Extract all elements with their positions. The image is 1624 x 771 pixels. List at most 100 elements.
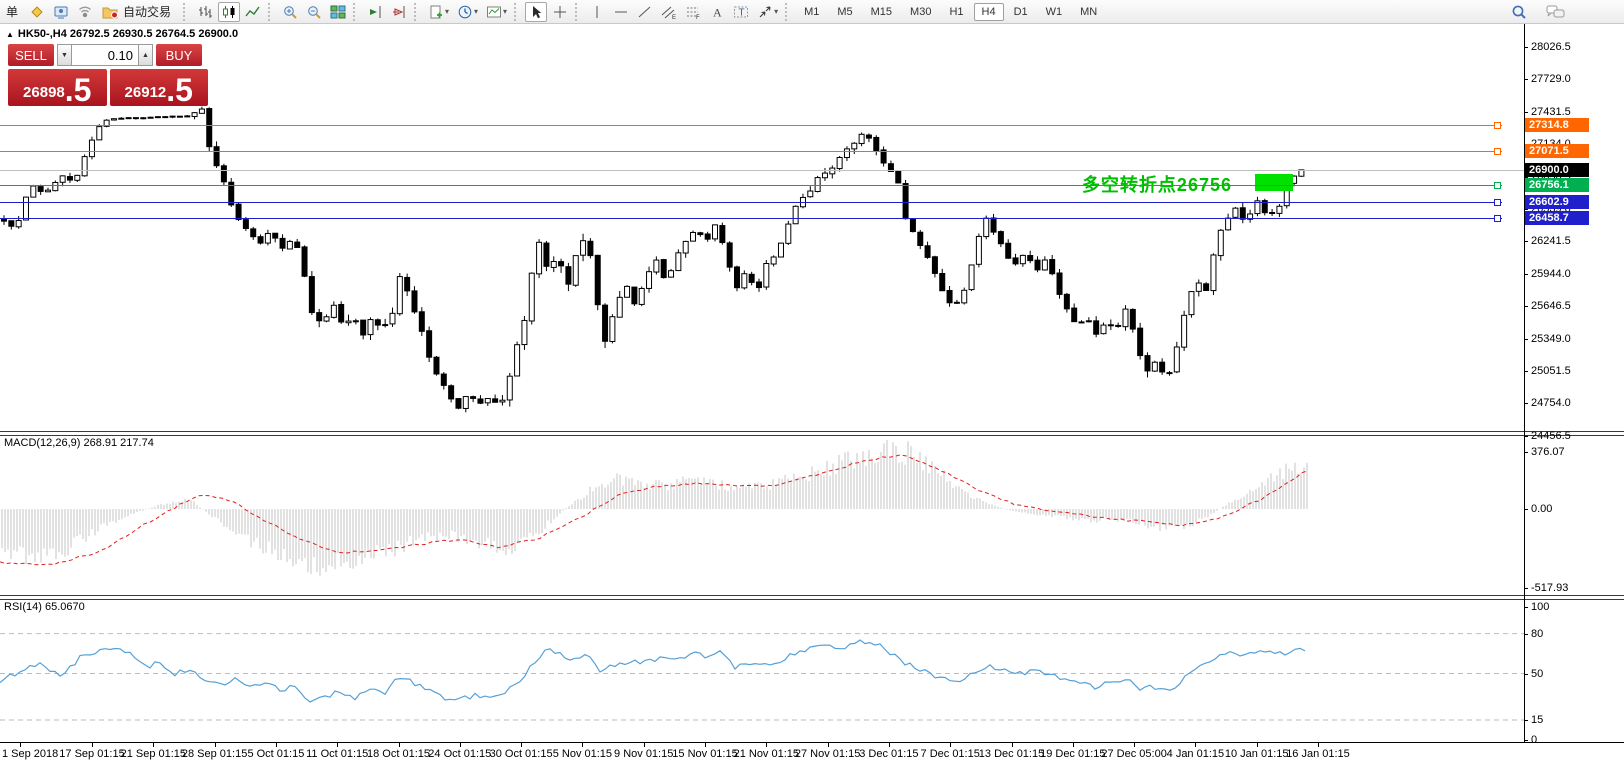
candle-body (1115, 324, 1122, 327)
cursor-tool[interactable] (525, 1, 548, 22)
candle-body (477, 398, 484, 404)
chevron-down-icon: ▾ (474, 7, 479, 16)
templates-button[interactable]: ▾ (483, 2, 510, 22)
candle-body (418, 311, 425, 332)
candle-body (191, 112, 198, 118)
candle-body (286, 240, 293, 250)
zoom-out-icon[interactable] (303, 2, 325, 22)
sell-button[interactable]: SELL (8, 44, 54, 66)
new-order-button[interactable]: 单 (1, 2, 23, 22)
periods-button[interactable]: ▾ (454, 2, 481, 22)
chat-icon[interactable] (1545, 2, 1567, 22)
crosshair-tool[interactable] (549, 2, 571, 22)
volume-increase-button[interactable]: ▲ (138, 44, 153, 66)
trendline-tool[interactable] (634, 2, 656, 22)
candle-body (96, 126, 103, 141)
candle-body (983, 217, 990, 238)
autotrading-button[interactable]: 自动交易 (98, 2, 179, 22)
line-chart-icon[interactable] (242, 2, 264, 22)
candle-body (455, 398, 462, 409)
buy-price-int: 26912 (124, 84, 167, 101)
candle-body (829, 167, 836, 175)
timeframe-m1[interactable]: M1 (804, 5, 820, 18)
candle-body (1085, 320, 1092, 323)
candle-body (631, 286, 638, 305)
svg-text:E: E (672, 15, 676, 20)
arrows-tool[interactable]: ▾ (754, 2, 781, 22)
timeframe-m30[interactable]: M30 (910, 5, 932, 18)
timeframe-h4[interactable]: H4 (973, 2, 1004, 21)
candle-body (184, 115, 191, 118)
candle-body (294, 241, 301, 248)
timeframe-w1[interactable]: W1 (1045, 5, 1063, 18)
candle-body (1100, 324, 1107, 335)
channel-tool[interactable]: E (658, 2, 680, 22)
candle-body (1298, 169, 1305, 177)
price-pane[interactable] (0, 24, 1524, 431)
text-label-tool[interactable]: T (730, 2, 752, 22)
candle-body (624, 285, 631, 298)
candle-body (176, 115, 183, 118)
buy-button[interactable]: BUY (156, 44, 202, 66)
tile-windows-icon[interactable] (327, 2, 349, 22)
zoom-in-icon[interactable] (279, 2, 301, 22)
candle-body (902, 183, 909, 220)
candle-body (1261, 200, 1268, 214)
candle-body (836, 156, 843, 170)
sell-price-display[interactable]: 26898.5 (8, 69, 107, 106)
timeframe-mn[interactable]: MN (1080, 5, 1098, 18)
candle-body (865, 134, 872, 139)
vertical-line-tool[interactable] (586, 2, 608, 22)
horizontal-line-tool[interactable] (610, 2, 632, 22)
editor-icon[interactable] (26, 2, 48, 22)
rsi-pane[interactable] (0, 600, 1524, 742)
candle-body (30, 185, 37, 198)
macd-pane[interactable] (0, 436, 1524, 595)
candle-body (301, 246, 308, 277)
market-watch-icon[interactable] (50, 2, 72, 22)
candle-body (734, 266, 740, 289)
text-tool[interactable]: A (706, 2, 728, 22)
candle-body (609, 316, 616, 342)
candle-body (162, 116, 169, 119)
candle-body (953, 301, 960, 304)
candle-body (1107, 324, 1114, 327)
candle-body (594, 254, 601, 306)
candle-body (799, 196, 806, 208)
candle-body (785, 223, 792, 244)
candle-body (235, 203, 242, 221)
bar-chart-icon[interactable] (194, 2, 216, 22)
chevron-down-icon: ▾ (503, 7, 508, 16)
candle-body (514, 344, 521, 377)
candlestick-chart-icon[interactable] (218, 1, 241, 22)
timeframe-d1[interactable]: D1 (1013, 5, 1028, 18)
svg-text:F: F (696, 15, 700, 20)
candle-body (528, 272, 535, 322)
candle-body (690, 231, 697, 242)
candle-body (499, 399, 506, 403)
candle-body (917, 231, 924, 246)
signals-icon[interactable] (74, 2, 96, 22)
candle-body (382, 324, 389, 327)
timeframe-h1[interactable]: H1 (949, 5, 964, 18)
candle-body (939, 272, 946, 292)
candle-body (1239, 207, 1246, 220)
volume-decrease-button[interactable]: ▼ (57, 44, 72, 66)
buy-price-display[interactable]: 26912.5 (109, 69, 208, 106)
candle-body (440, 373, 447, 386)
candle-body (426, 330, 433, 358)
search-icon[interactable] (1508, 2, 1530, 22)
new-chart-button[interactable]: ▾ (425, 2, 452, 22)
volume-input[interactable]: 0.10 (72, 44, 138, 66)
toolbar-right-group (1507, 2, 1624, 22)
candle-body (1210, 254, 1217, 292)
candle-body (308, 276, 315, 314)
candle-body (1225, 217, 1232, 231)
chart-shift-icon[interactable] (364, 2, 386, 22)
auto-scroll-icon[interactable] (388, 2, 410, 22)
candle-body (345, 320, 352, 324)
fibonacci-tool[interactable]: F (682, 2, 704, 22)
candle-body (682, 240, 689, 254)
timeframe-m5[interactable]: M5 (837, 5, 853, 18)
timeframe-m15[interactable]: M15 (870, 5, 893, 18)
